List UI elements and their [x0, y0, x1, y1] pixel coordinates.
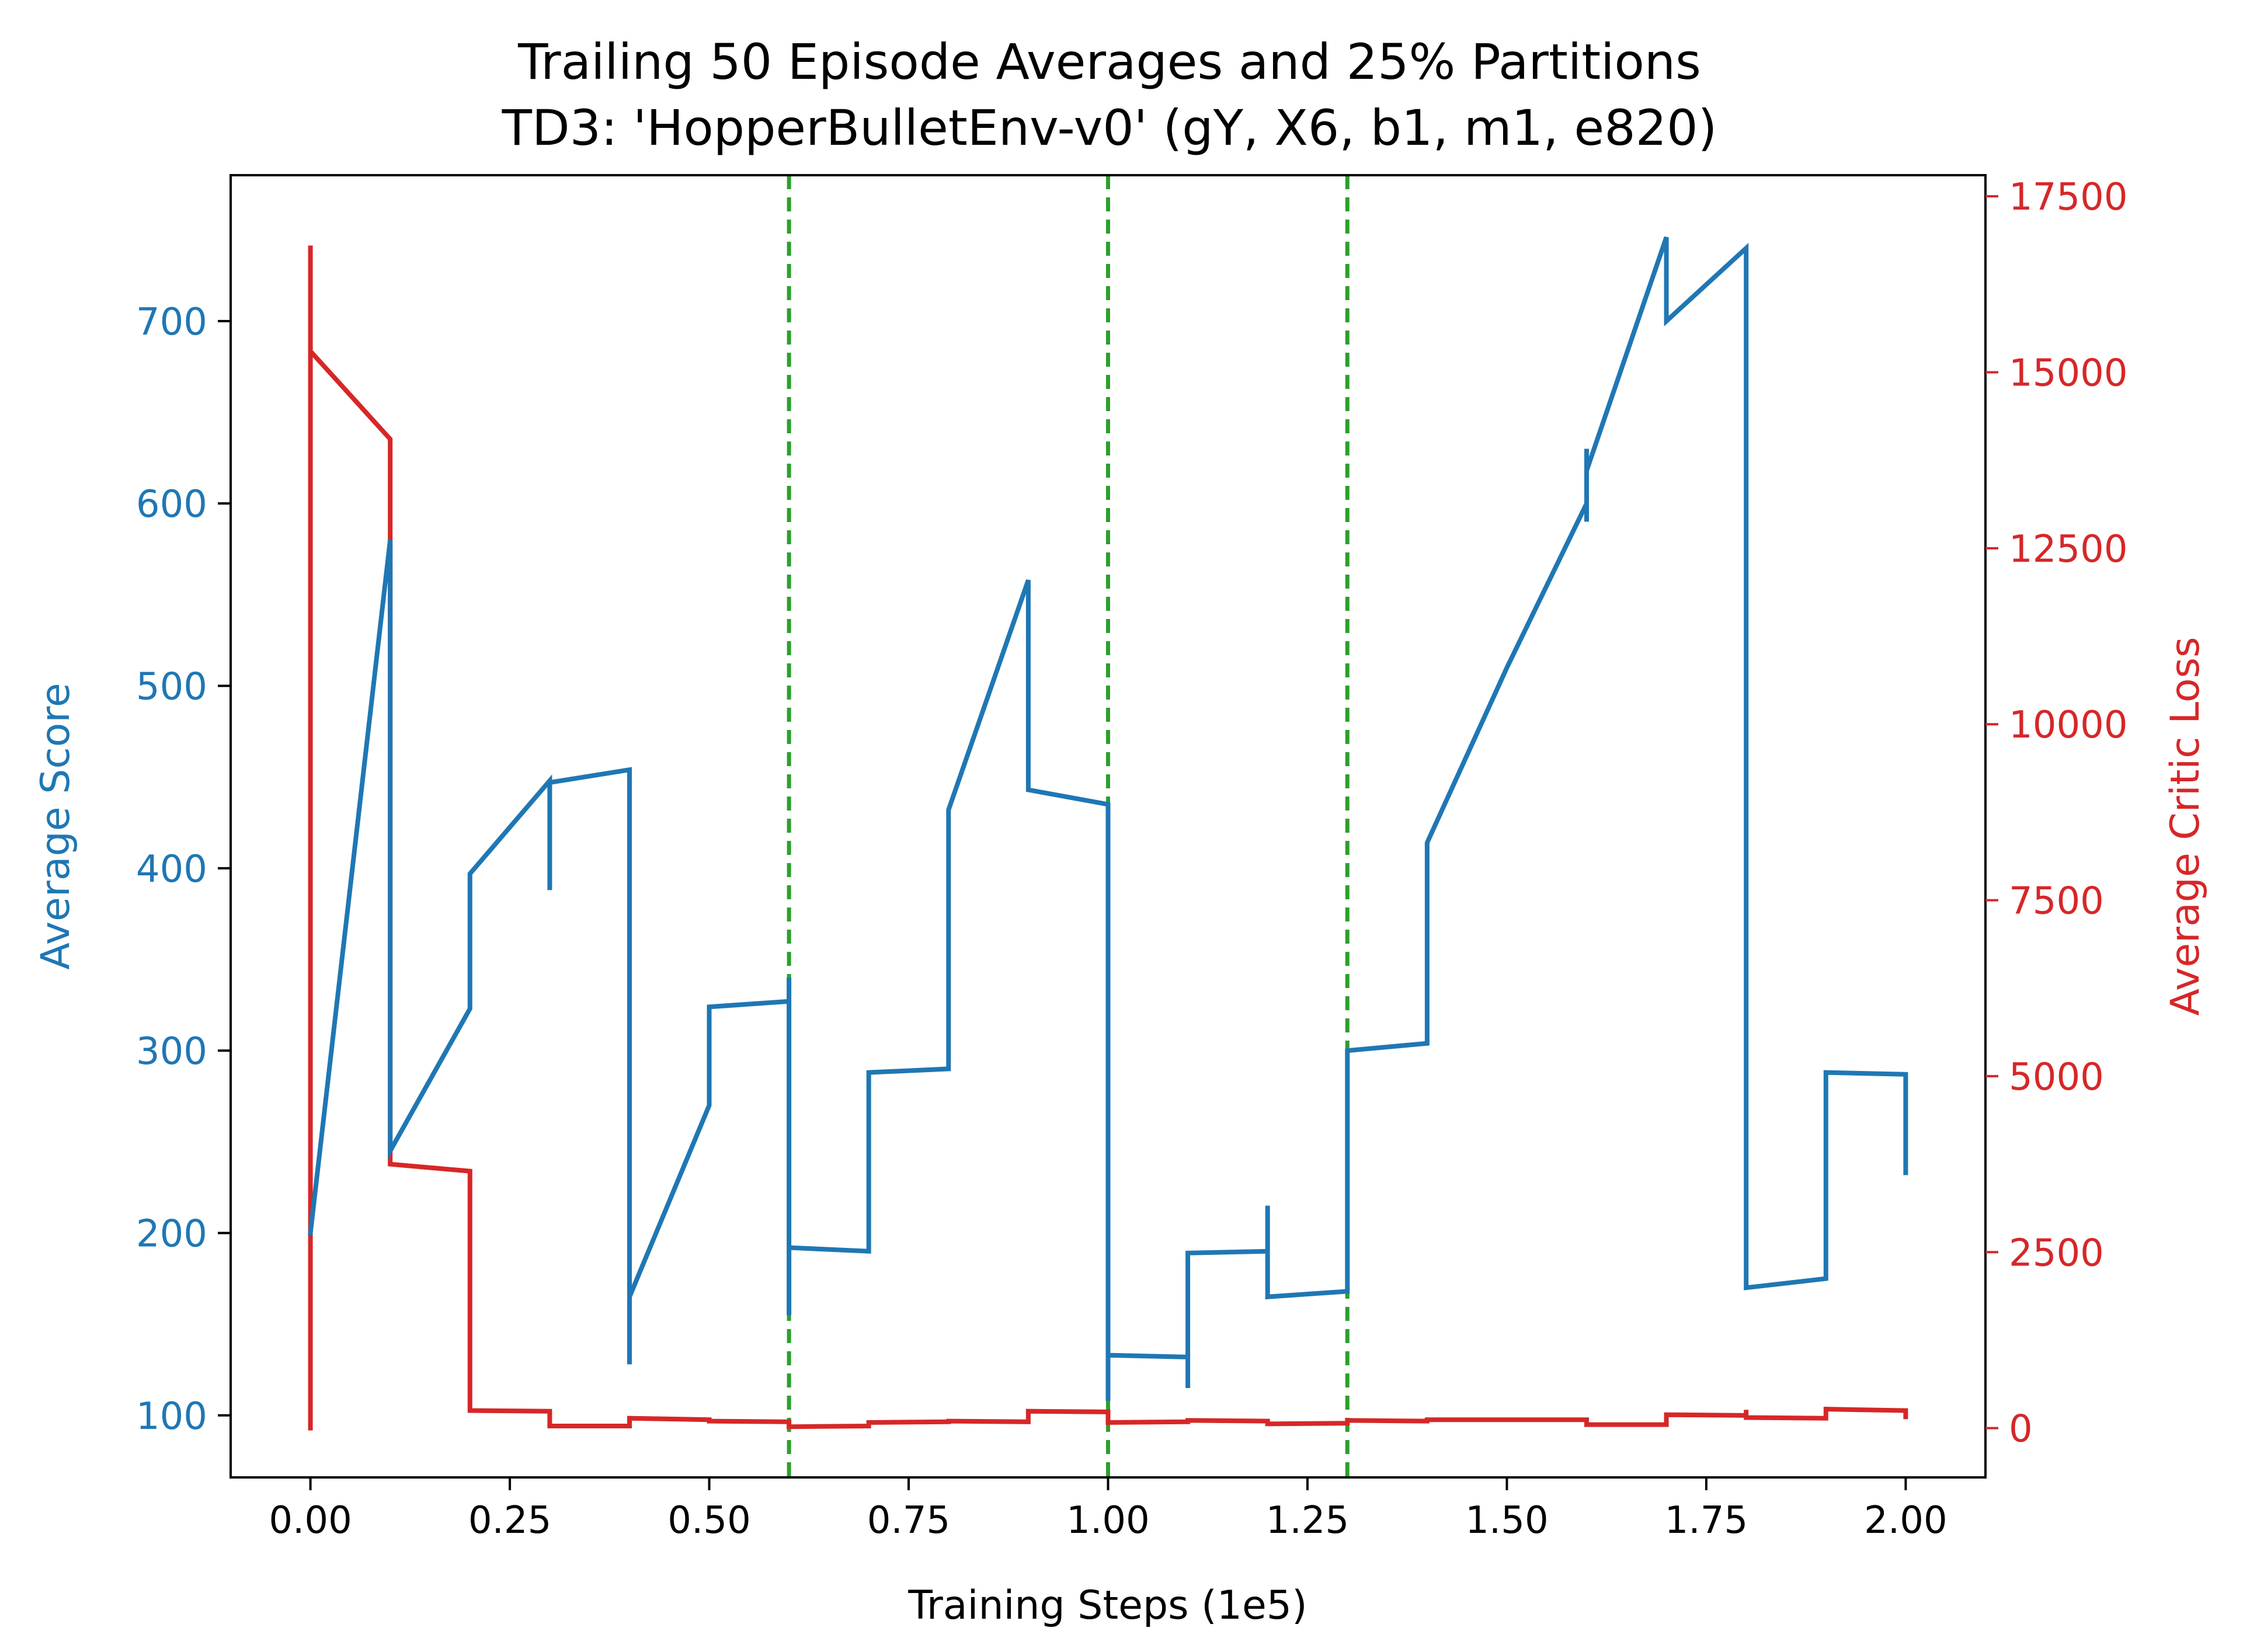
y-right-axis-label: Average Critic Loss — [2162, 637, 2209, 1016]
y-right-tick-label: 7500 — [2009, 880, 2104, 923]
score-series-line — [308, 236, 1908, 1401]
y-left-tick-label: 600 — [136, 483, 207, 526]
y-right-tick-label: 17500 — [2009, 176, 2128, 219]
x-axis-label: Training Steps (1e5) — [907, 1583, 1307, 1629]
y-left-tick-label: 300 — [136, 1030, 207, 1073]
x-tick-label: 1.25 — [1266, 1499, 1350, 1542]
y-right-tick-label: 15000 — [2009, 352, 2128, 395]
x-axis-ticks: 0.00 0.25 0.50 0.75 1.00 1.25 1.50 1.75 2.00 — [269, 1477, 1948, 1542]
x-tick-label: 0.50 — [667, 1499, 751, 1542]
y-right-axis-ticks: 0 2500 5000 7500 10000 12500 15000 17500 — [1985, 176, 2128, 1451]
x-tick-label: 0.75 — [867, 1499, 951, 1542]
y-left-axis-label: Average Score — [33, 683, 79, 969]
y-right-tick-label: 12500 — [2009, 528, 2128, 571]
x-tick-label: 1.75 — [1665, 1499, 1748, 1542]
y-left-tick-label: 700 — [136, 301, 207, 344]
x-tick-label: 1.00 — [1066, 1499, 1150, 1542]
y-right-tick-label: 0 — [2009, 1408, 2033, 1451]
x-tick-label: 0.25 — [468, 1499, 552, 1542]
critic-loss-series-line — [308, 245, 1908, 1431]
y-left-axis-ticks: 100 200 300 400 500 600 700 — [136, 301, 231, 1438]
y-left-tick-label: 200 — [136, 1212, 207, 1255]
y-left-tick-label: 500 — [136, 666, 207, 709]
x-tick-label: 0.00 — [269, 1499, 352, 1542]
x-tick-label: 2.00 — [1864, 1499, 1948, 1542]
chart-title: Trailing 50 Episode Averages and 25% Par… — [517, 33, 1701, 91]
y-right-tick-label: 5000 — [2009, 1056, 2104, 1099]
y-right-tick-label: 2500 — [2009, 1232, 2104, 1275]
x-tick-label: 1.50 — [1465, 1499, 1549, 1542]
y-left-tick-label: 400 — [136, 848, 207, 891]
y-right-tick-label: 10000 — [2009, 704, 2128, 747]
chart-subtitle: TD3: 'HopperBulletEnv-v0' (gY, X6, b1, m… — [502, 99, 1717, 156]
plot-area — [308, 175, 1908, 1477]
y-left-tick-label: 100 — [136, 1395, 207, 1438]
